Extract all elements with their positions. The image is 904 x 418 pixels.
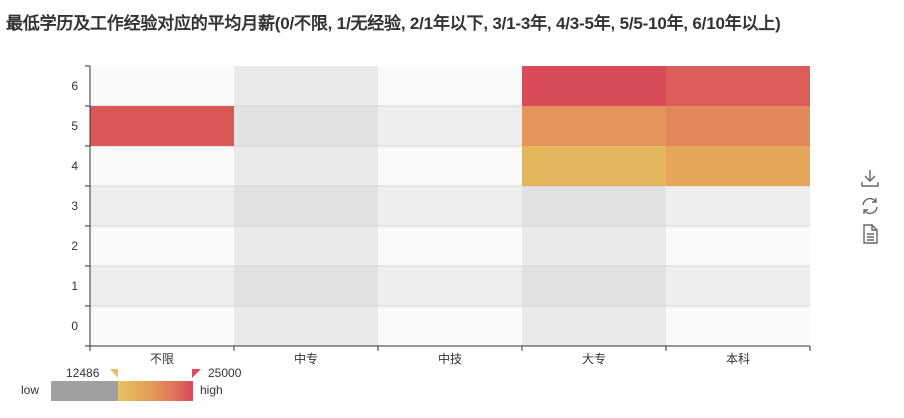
y-band-3: [90, 186, 810, 226]
visual-map-min-label: 12486: [66, 366, 100, 380]
visual-map-min-handle[interactable]: [110, 369, 118, 378]
visual-map-high-text: high: [200, 383, 223, 397]
y-tick-label: 4: [71, 159, 78, 173]
heatmap-cell[interactable]: [666, 106, 810, 146]
y-band-1: [90, 266, 810, 306]
x-tick-label: 大专: [582, 351, 606, 366]
visual-map-out-of-range: [51, 381, 118, 401]
axes: [85, 65, 811, 351]
visual-map-max-label: 25000: [208, 366, 242, 380]
heatmap-cell[interactable]: [522, 146, 666, 186]
chart-title: 最低学历及工作经验对应的平均月薪(0/不限, 1/无经验, 2/1年以下, 3/…: [6, 14, 781, 33]
y-tick-label: 6: [71, 79, 78, 93]
tick-labels: 0 1 2 3 4 5 6 不限 中专 中技 大专 本科: [71, 79, 750, 366]
heatmap-cells: [90, 66, 810, 186]
visual-map-bar[interactable]: [118, 381, 193, 401]
y-tick-label: 0: [71, 319, 78, 333]
heatmap-cell[interactable]: [522, 106, 666, 146]
y-tick-label: 2: [71, 239, 78, 253]
x-tick-label: 本科: [726, 352, 750, 366]
document-icon[interactable]: [858, 222, 882, 246]
x-tick-label: 中技: [438, 351, 462, 366]
heatmap-cell[interactable]: [666, 66, 810, 106]
heatmap-cell[interactable]: [666, 146, 810, 186]
heatmap-cell[interactable]: [90, 106, 234, 146]
y-band-0: [90, 306, 810, 346]
refresh-icon[interactable]: [858, 194, 882, 218]
x-band-1: [234, 66, 378, 346]
visual-map-max-handle[interactable]: [192, 369, 201, 378]
x-tick-label: 中专: [294, 351, 318, 366]
visual-map-low-text: low: [21, 383, 40, 397]
y-band-2: [90, 226, 810, 266]
heatmap-cell[interactable]: [522, 66, 666, 106]
y-tick-label: 1: [71, 279, 78, 293]
y-tick-label: 5: [71, 119, 78, 133]
x-tick-label: 不限: [150, 352, 174, 366]
download-icon[interactable]: [858, 166, 882, 190]
y-tick-label: 3: [71, 199, 78, 213]
visual-map[interactable]: [51, 369, 201, 401]
